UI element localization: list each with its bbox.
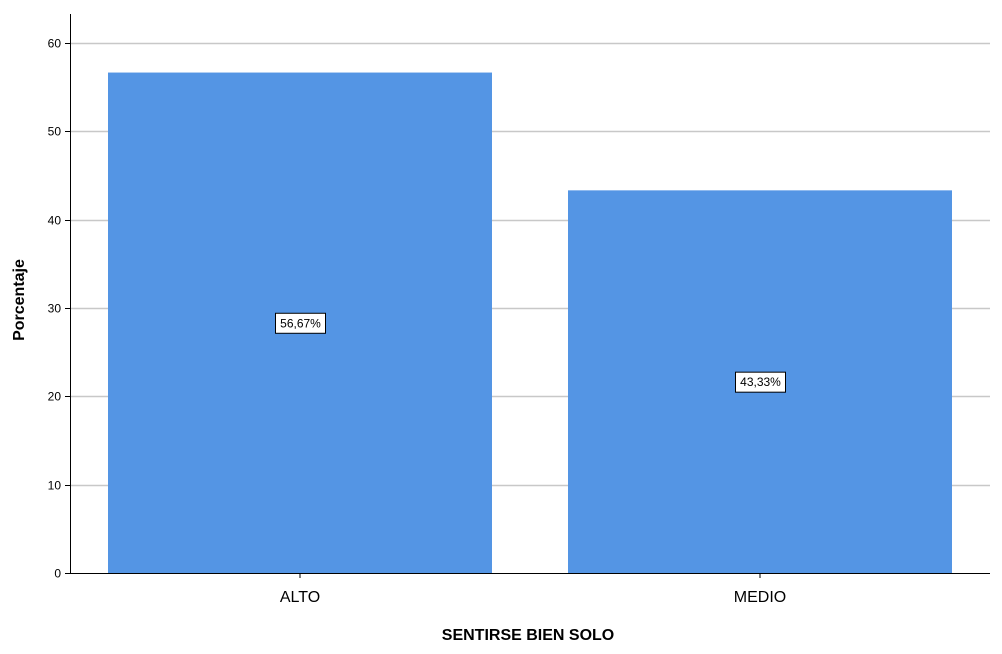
axes: [65, 14, 990, 578]
y-tick-label: 60: [48, 37, 62, 51]
data-label-medio: 43,33%: [740, 375, 781, 389]
data-labels: 56,67% 43,33%: [275, 312, 786, 393]
y-tick-label: 20: [48, 390, 62, 404]
y-tick-label: 30: [48, 302, 62, 316]
y-tick-label: 50: [48, 125, 62, 139]
tick-labels: 0 10 20 30 40 50 60 ALTO MEDIO: [48, 37, 787, 607]
x-tick-label-alto: ALTO: [280, 589, 320, 606]
x-tick-label-medio: MEDIO: [734, 589, 786, 606]
bars: [108, 72, 952, 573]
y-axis-title: Porcentaje: [11, 259, 28, 341]
y-tick-label: 0: [54, 567, 61, 581]
y-tick-label: 40: [48, 214, 62, 228]
data-label-box: [735, 371, 786, 393]
data-label-alto: 56,67%: [280, 316, 321, 330]
x-axis-title: SENTIRSE BIEN SOLO: [442, 627, 614, 644]
y-tick-label: 10: [48, 479, 62, 493]
data-label-box: [275, 312, 326, 334]
